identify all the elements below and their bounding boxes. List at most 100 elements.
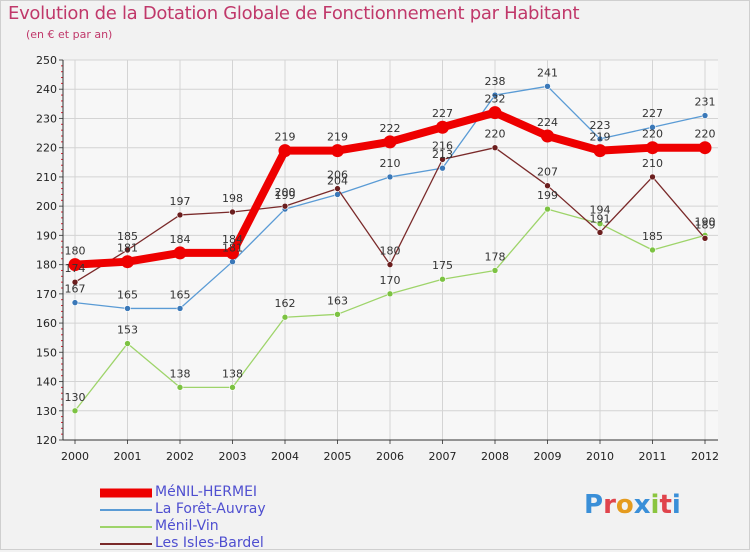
x-tick-label: 2005 — [324, 450, 352, 463]
y-tick-label: 130 — [36, 405, 57, 418]
data-point — [491, 144, 499, 151]
data-point — [593, 144, 607, 158]
data-point — [226, 246, 239, 260]
data-label: 197 — [170, 195, 191, 208]
x-tick-label: 2006 — [376, 450, 404, 463]
data-point — [649, 123, 656, 131]
legend-swatch — [100, 525, 152, 528]
y-tick-label: 210 — [36, 171, 57, 184]
y-tick-label: 170 — [36, 288, 57, 301]
data-label: 210 — [380, 157, 401, 170]
x-tick-label: 2011 — [639, 450, 667, 463]
data-point — [334, 185, 341, 192]
data-point — [124, 340, 131, 347]
x-tick-label: 2010 — [586, 450, 614, 463]
data-label: 170 — [380, 274, 401, 287]
data-point — [541, 129, 554, 143]
data-label: 198 — [222, 192, 243, 205]
legend-label: La Forêt-Auvray — [155, 501, 266, 517]
data-point — [176, 384, 184, 391]
proxiti-logo: Proxiti — [584, 490, 681, 520]
data-point — [68, 258, 82, 272]
data-label: 207 — [537, 166, 558, 179]
data-label: 220 — [485, 128, 506, 141]
data-point — [544, 83, 551, 90]
data-label: 181 — [117, 242, 138, 255]
data-label: 184 — [170, 233, 191, 246]
data-label: 223 — [590, 119, 611, 132]
data-label: 241 — [537, 66, 558, 79]
data-point — [71, 407, 79, 415]
data-point — [229, 208, 236, 216]
data-label: 184 — [222, 233, 243, 246]
x-tick-label: 2001 — [114, 450, 142, 463]
legend-label: Ménil-Vin — [155, 518, 219, 534]
y-tick-label: 250 — [36, 54, 57, 67]
data-point — [698, 141, 712, 155]
chart-title: Evolution de la Dotation Globale de Fonc… — [8, 3, 580, 24]
data-point — [701, 235, 709, 242]
y-tick-label: 240 — [36, 83, 57, 96]
data-point — [596, 229, 604, 236]
data-point — [71, 278, 79, 286]
data-label: 204 — [327, 174, 348, 187]
logo-letter: o — [615, 490, 634, 520]
data-point — [386, 261, 394, 268]
data-label: 222 — [380, 122, 401, 135]
data-label: 165 — [117, 288, 138, 301]
data-label: 220 — [642, 128, 663, 141]
legend-label: Les Isles-Bardel — [155, 535, 264, 551]
data-point — [176, 305, 184, 312]
data-point — [229, 258, 236, 265]
data-point — [544, 182, 551, 189]
data-point — [596, 220, 604, 227]
data-point — [491, 91, 499, 99]
data-point — [278, 144, 292, 158]
data-label: 232 — [485, 93, 506, 106]
y-tick-label: 140 — [36, 376, 57, 389]
data-point — [439, 275, 446, 283]
data-label: 199 — [275, 189, 296, 202]
data-label: 138 — [170, 367, 191, 380]
x-tick-label: 2002 — [166, 450, 194, 463]
data-label: 189 — [695, 218, 716, 231]
data-label: 138 — [222, 367, 243, 380]
data-label: 199 — [537, 189, 558, 202]
data-label: 216 — [432, 139, 453, 152]
data-point — [176, 211, 184, 219]
data-label: 231 — [695, 96, 716, 109]
data-point — [649, 246, 656, 254]
data-point — [701, 112, 709, 119]
data-point — [386, 173, 394, 181]
legend-swatch — [100, 542, 152, 545]
data-point — [649, 173, 656, 181]
logo-letter: P — [584, 490, 604, 520]
data-label: 185 — [642, 230, 663, 243]
data-point — [281, 313, 289, 321]
legend-swatch — [100, 508, 152, 511]
data-point — [544, 205, 551, 213]
logo-letter: t — [659, 490, 672, 520]
data-label: 200 — [275, 186, 296, 199]
data-label: 219 — [275, 131, 296, 144]
data-label: 162 — [275, 297, 296, 310]
data-label: 175 — [432, 259, 453, 272]
data-label: 220 — [695, 128, 716, 141]
logo-letter: i — [671, 490, 681, 520]
y-tick-label: 190 — [36, 229, 57, 242]
data-label: 185 — [117, 230, 138, 243]
y-tick-label: 200 — [36, 200, 57, 213]
data-label: 163 — [327, 294, 348, 307]
data-point — [439, 156, 446, 163]
data-point — [229, 384, 236, 391]
data-label: 165 — [170, 288, 191, 301]
data-label: 238 — [485, 75, 506, 88]
y-tick-label: 230 — [36, 112, 57, 125]
x-tick-label: 2008 — [481, 450, 509, 463]
data-point — [646, 141, 659, 155]
data-label: 206 — [327, 169, 348, 182]
data-label: 181 — [222, 242, 243, 255]
data-label: 224 — [537, 116, 558, 129]
logo-letter: x — [633, 490, 651, 520]
data-point — [383, 135, 397, 149]
